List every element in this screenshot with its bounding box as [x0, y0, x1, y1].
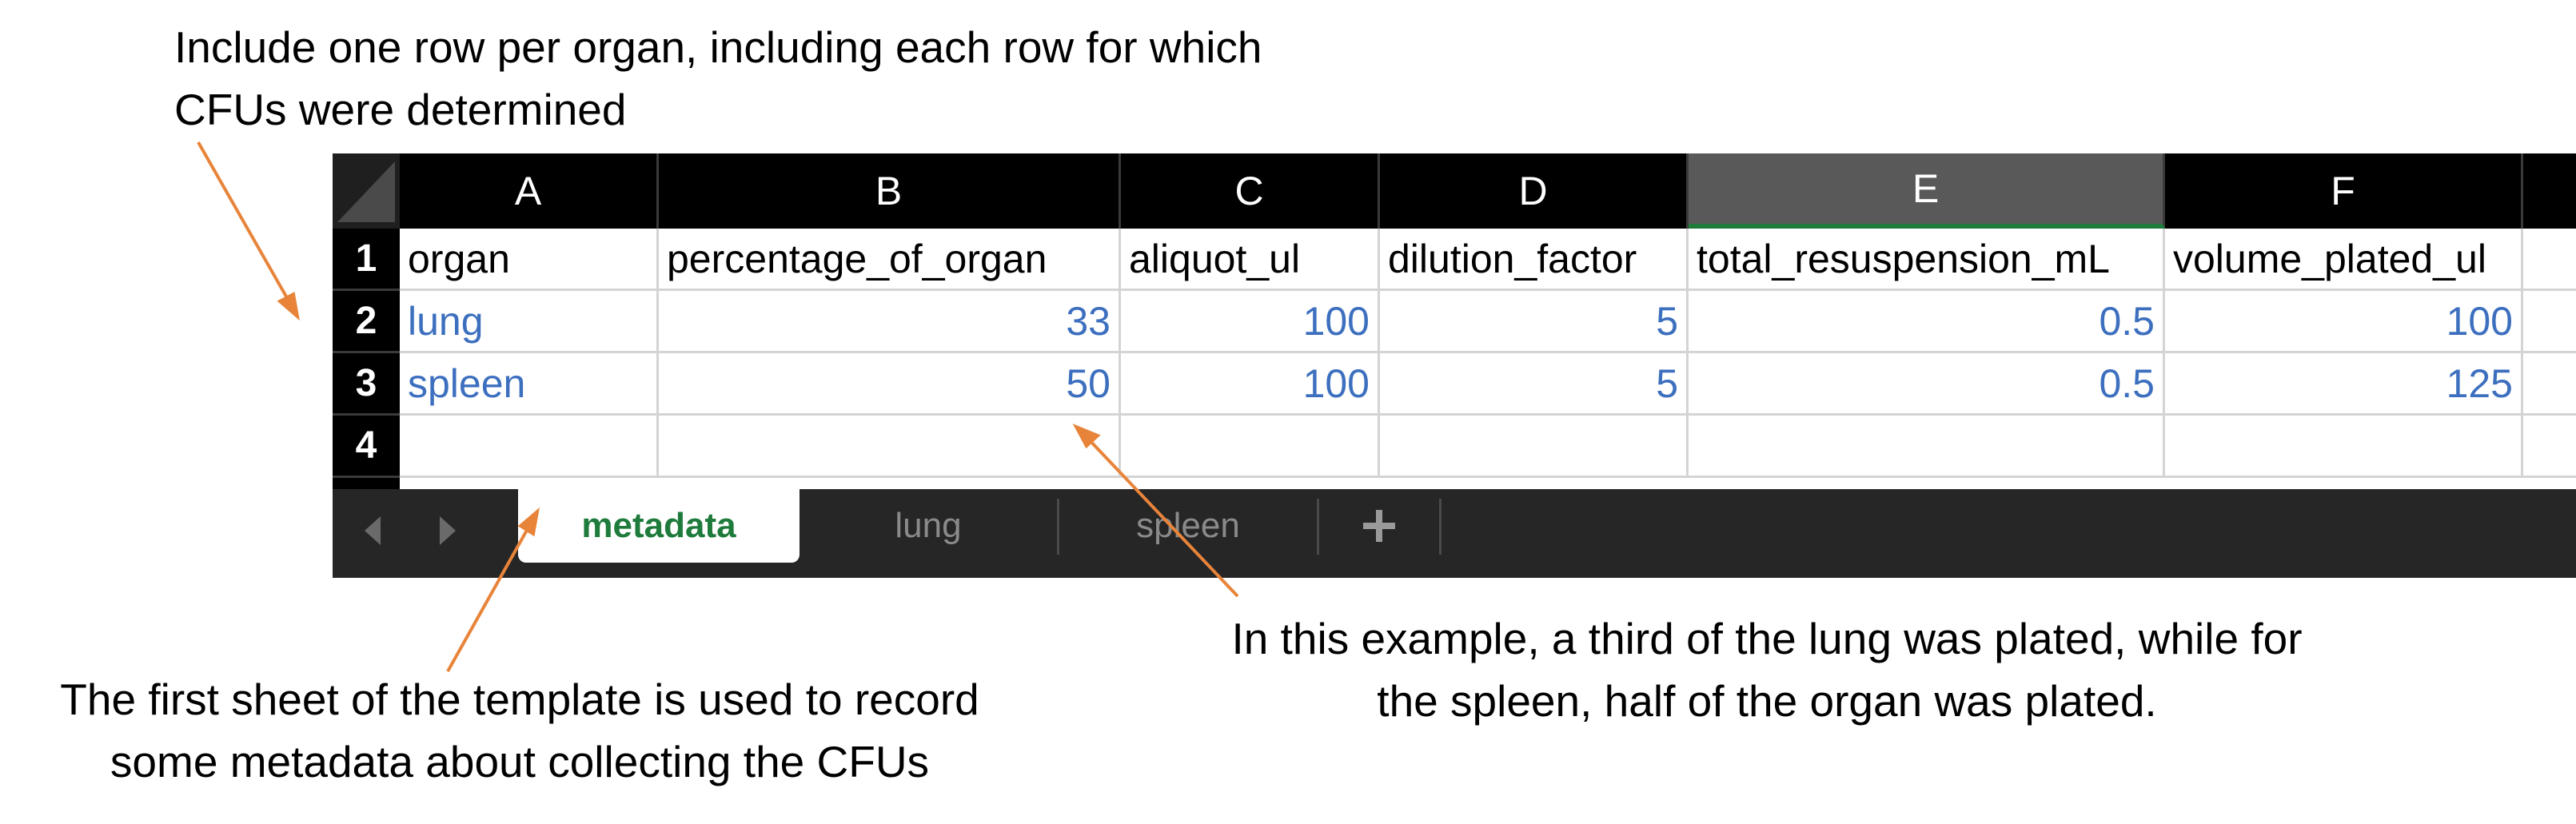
chevron-right-icon[interactable]: [435, 513, 459, 548]
column-header-a[interactable]: A: [400, 153, 659, 229]
row-header-1[interactable]: 1: [333, 229, 400, 291]
row-header-2[interactable]: 2: [333, 291, 400, 353]
tab-metadata[interactable]: metadata: [518, 489, 800, 563]
cell-g4[interactable]: [2523, 416, 2576, 478]
annotation-bottom-left-line2: some metadata about collecting the CFUs: [110, 737, 930, 786]
annotation-top-line1: Include one row per organ, including eac…: [174, 22, 1262, 72]
select-all-corner[interactable]: [333, 153, 400, 229]
annotation-bottom-right: In this example, a third of the lung was…: [1159, 607, 2375, 732]
cell-e4[interactable]: [1689, 416, 2165, 478]
cell-c3[interactable]: 100: [1121, 353, 1380, 416]
row-header-3[interactable]: 3: [333, 353, 400, 416]
cell-b4[interactable]: [659, 416, 1121, 478]
annotation-bottom-right-line2: the spleen, half of the organ was plated…: [1377, 676, 2157, 726]
cell-g2[interactable]: [2523, 291, 2576, 353]
chevron-left-icon[interactable]: [361, 513, 385, 548]
cell-c2[interactable]: 100: [1121, 291, 1380, 353]
column-header-d[interactable]: D: [1380, 153, 1689, 229]
cell-c4[interactable]: [1121, 416, 1380, 478]
cell-g1[interactable]: [2523, 229, 2576, 291]
cell-e1[interactable]: total_resuspension_mL: [1689, 229, 2165, 291]
row-header-4[interactable]: 4: [333, 416, 400, 478]
tab-separator: [1439, 499, 1442, 555]
cell-e2[interactable]: 0.5: [1689, 291, 2165, 353]
select-all-icon: [337, 161, 395, 222]
tab-spleen[interactable]: spleen: [1136, 506, 1240, 545]
column-header-g[interactable]: [2523, 153, 2576, 229]
cell-d1[interactable]: dilution_factor: [1380, 229, 1689, 291]
tab-separator: [1317, 499, 1319, 555]
annotation-top: Include one row per organ, including eac…: [174, 16, 1262, 141]
cell-d2[interactable]: 5: [1380, 291, 1689, 353]
sheet-tab-bar: metadata lung spleen: [333, 489, 2576, 578]
annotation-bottom-left-line1: The first sheet of the template is used …: [60, 675, 979, 724]
annotation-bottom-left: The first sheet of the template is used …: [24, 668, 1015, 793]
arrow-head-top: [277, 291, 300, 321]
cell-f4[interactable]: [2165, 416, 2523, 478]
add-sheet-button[interactable]: [1319, 489, 1439, 563]
tab-lung[interactable]: lung: [895, 506, 962, 545]
cell-c1[interactable]: aliquot_ul: [1121, 229, 1380, 291]
cell-f3[interactable]: 125: [2165, 353, 2523, 416]
annotation-bottom-right-line1: In this example, a third of the lung was…: [1231, 614, 2303, 663]
cell-a3[interactable]: spleen: [400, 353, 659, 416]
cell-a4[interactable]: [400, 416, 659, 478]
cell-f2[interactable]: 100: [2165, 291, 2523, 353]
column-header-c[interactable]: C: [1121, 153, 1380, 229]
cell-f1[interactable]: volume_plated_ul: [2165, 229, 2523, 291]
cell-a1[interactable]: organ: [400, 229, 659, 291]
cell-b3[interactable]: 50: [659, 353, 1121, 416]
cell-a2[interactable]: lung: [400, 291, 659, 353]
column-header-e[interactable]: E: [1689, 153, 2165, 229]
tab-separator: [1057, 499, 1059, 555]
plus-icon: [1363, 510, 1395, 542]
cell-d3[interactable]: 5: [1380, 353, 1689, 416]
cell-b2[interactable]: 33: [659, 291, 1121, 353]
cell-e3[interactable]: 0.5: [1689, 353, 2165, 416]
arrow-line-top: [197, 141, 291, 303]
column-header-b[interactable]: B: [659, 153, 1121, 229]
cell-d4[interactable]: [1380, 416, 1689, 478]
annotation-top-line2: CFUs were determined: [174, 85, 627, 134]
cell-g3[interactable]: [2523, 353, 2576, 416]
column-header-f[interactable]: F: [2165, 153, 2523, 229]
cell-b1[interactable]: percentage_of_organ: [659, 229, 1121, 291]
